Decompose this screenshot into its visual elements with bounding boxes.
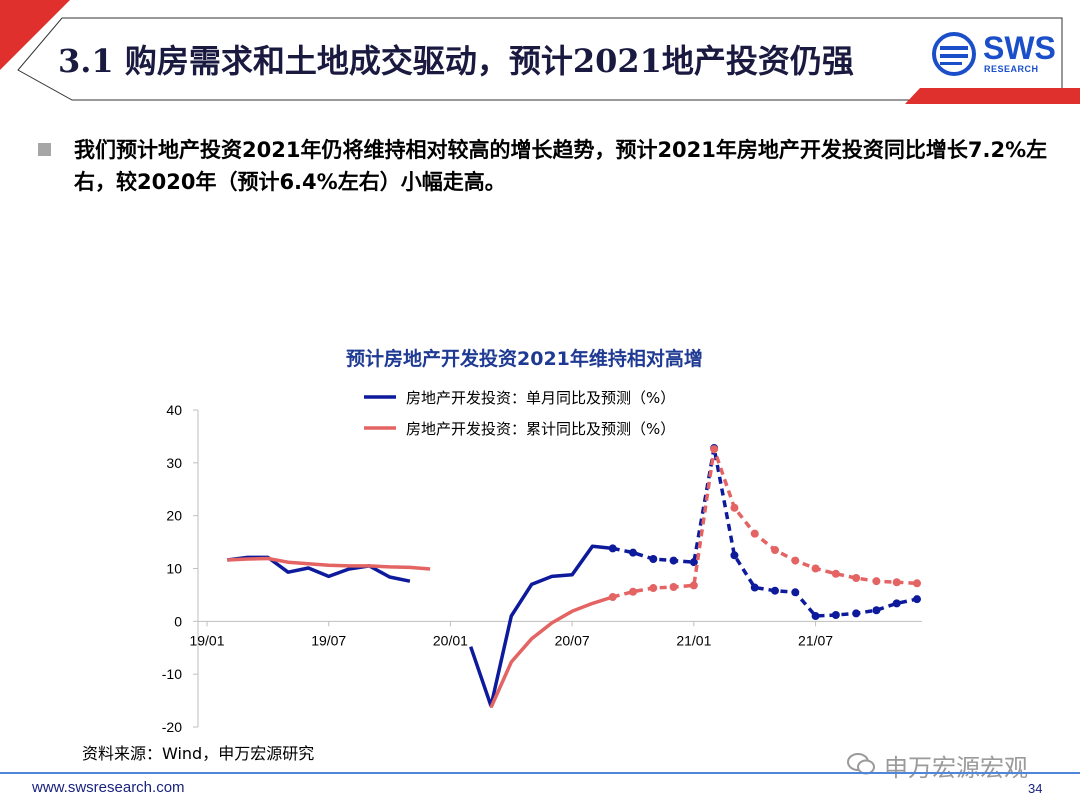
y-tick-label: 30 [166,455,182,471]
y-tick-label: 10 [166,561,182,577]
forecast-point-1 [689,558,698,567]
source-note: 资料来源：Wind，申万宏源研究 [82,744,315,763]
forecast-point-2 [852,574,861,583]
forecast-point-2 [629,587,637,596]
forecast-point-2 [689,581,698,590]
wechat-icon [847,753,875,775]
forecast-point-2 [750,529,759,538]
forecast-point-1 [872,606,881,615]
forecast-point-2 [892,578,901,587]
forecast-point-1 [791,588,800,597]
logo-subtext: RESEARCH [984,64,1039,74]
x-tick-label: 19/01 [189,632,224,648]
series-line-forecast-2 [612,448,918,599]
forecast-point-1 [730,551,739,560]
chart-title: 预计房地产开发投资2021年维持相对高增 [346,348,703,370]
forecast-point-1 [649,554,658,563]
forecast-point-2 [608,593,617,602]
x-tick-label: 20/01 [433,632,468,648]
forecast-point-2 [872,577,881,586]
forecast-point-2 [791,556,800,565]
forecast-point-1 [852,609,861,618]
y-tick-label: 20 [166,508,182,524]
forecast-point-2 [831,569,840,578]
y-tick-label: 40 [166,402,182,418]
header-red-accent [0,0,70,70]
series-line-forecast-1 [612,447,918,618]
bullet-text: 我们预计地产投资2021年仍将维持相对较高的增长趋势，预计2021年房地产开发投… [74,138,1048,194]
page-number: 34 [1028,781,1043,796]
x-tick-label: 19/07 [311,632,346,648]
logo-text: SWS [983,30,1056,66]
x-tick-label: 20/07 [555,632,590,648]
forecast-point-1 [608,544,617,553]
forecast-point-2 [771,546,779,555]
page-title: 3.1 购房需求和土地成交驱动，预计2021地产投资仍强 [58,42,854,80]
sws-logo-icon [932,32,976,76]
forecast-point-1 [811,612,820,621]
forecast-point-1 [771,586,779,595]
forecast-point-1 [750,583,759,592]
forecast-point-2 [913,579,921,588]
forecast-point-1 [629,548,637,557]
y-tick-label: -10 [162,666,182,682]
forecast-point-1 [669,556,678,565]
x-tick-label: 21/01 [676,632,711,648]
header-frame [17,17,1080,104]
forecast-point-2 [649,584,658,593]
forecast-point-2 [669,582,678,591]
watermark-text: 申万宏源宏观 [884,754,1028,782]
legend-label-2: 房地产开发投资：累计同比及预测（%） [406,420,675,438]
series-line-actual-2 [227,556,614,709]
series-line-actual-1 [227,544,613,708]
forecast-point-2 [811,564,820,573]
footer-divider [0,772,1080,774]
y-tick-label: 0 [174,613,182,629]
forecast-point-1 [831,610,840,619]
footer-url[interactable]: www.swsresearch.com [32,779,185,796]
forecast-point-1 [913,595,921,604]
x-tick-label: 21/07 [798,632,833,648]
forecast-point-2 [710,445,719,454]
watermark: 申万宏源宏观 [848,748,1028,783]
forecast-point-1 [892,599,901,608]
bullet-square-icon [38,143,51,156]
legend-label-1: 房地产开发投资：单月同比及预测（%） [406,389,675,407]
y-tick-label: -20 [162,719,182,735]
forecast-point-2 [730,503,739,512]
